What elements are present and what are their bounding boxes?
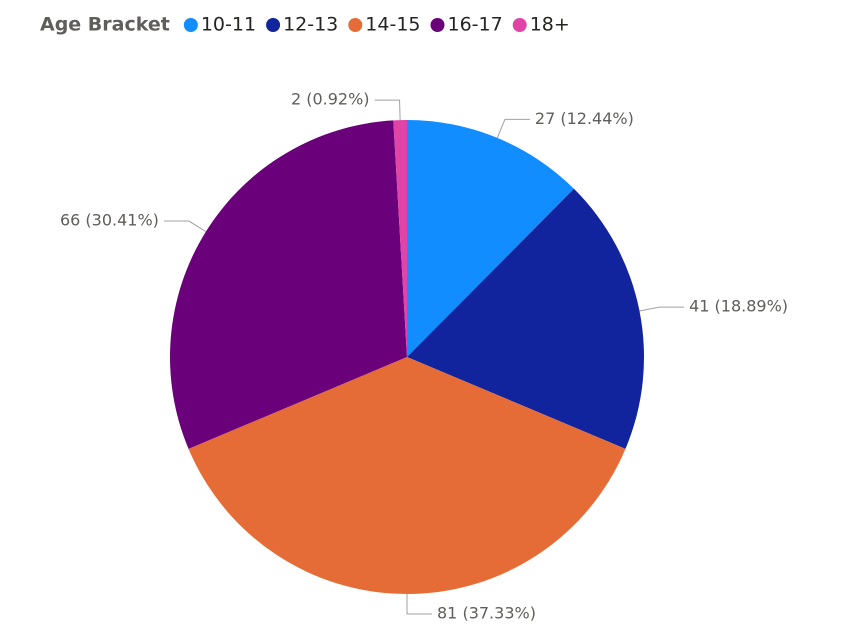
data-label: 41 (18.89%) — [689, 297, 788, 316]
pie-slice — [188, 357, 626, 594]
leader-line — [163, 220, 207, 233]
leader-line — [496, 118, 530, 139]
legend-label: 10-11 — [201, 14, 256, 36]
data-label: 66 (30.41%) — [60, 211, 159, 230]
leader-line — [406, 594, 432, 615]
legend-label: 12-13 — [283, 14, 338, 36]
legend-label: 16-17 — [448, 14, 503, 36]
legend-label: 18+ — [530, 14, 570, 36]
legend-label: 14-15 — [365, 14, 420, 36]
pie-slice — [407, 188, 644, 449]
data-label: 27 (12.44%) — [535, 109, 634, 128]
legend-marker — [183, 18, 198, 32]
legend-marker — [512, 18, 527, 32]
legend-marker — [430, 18, 445, 32]
legend-marker — [348, 18, 363, 32]
pie-slice — [393, 120, 407, 357]
data-label: 81 (37.33%) — [437, 604, 536, 623]
legend-title: Age Bracket — [40, 14, 170, 36]
pie-slice — [169, 120, 407, 449]
leader-line — [639, 306, 685, 312]
legend-marker — [266, 18, 281, 32]
pie-slice — [407, 120, 574, 357]
leader-line — [374, 99, 401, 121]
data-label: 2 (0.92%) — [291, 90, 370, 109]
